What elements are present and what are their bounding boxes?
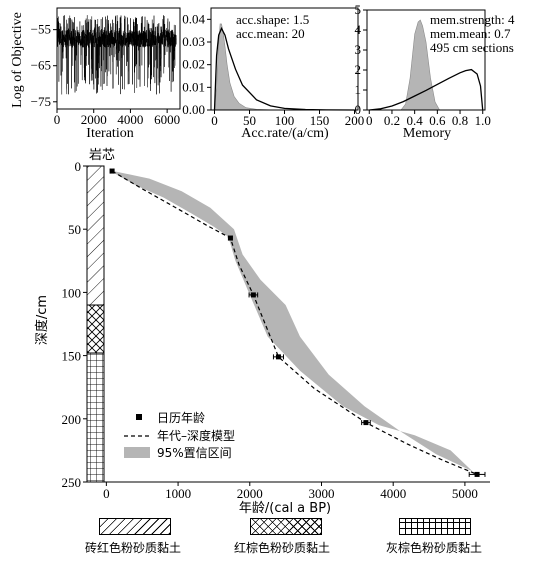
age-xtick-label: 0 [103, 486, 110, 501]
mem-xlabel: Memory [403, 126, 451, 141]
legend-label-brick-red: 砖红色粉砂质黏土 [85, 541, 182, 555]
acc-xtick-label: 150 [310, 113, 330, 128]
stratum-hatch [86, 165, 105, 306]
age-xtick-label: 2000 [237, 486, 263, 501]
trace-xlabel: Iteration [86, 126, 133, 141]
date-point [250, 292, 256, 298]
mem-annotation-mean: mem.mean: 0.7 [430, 26, 511, 41]
panel-trace: 0 2000 4000 6000−55−65−75 Log of Objective … [10, 7, 181, 141]
acc-xtick-label: 100 [275, 113, 295, 128]
legend-marker-dates [136, 414, 142, 420]
acc-annotation-shape: acc.shape: 1.5 [236, 12, 309, 27]
mem-annotation-sections: 495 cm sections [430, 40, 514, 55]
mem-frame [366, 9, 486, 111]
age-xtick-label: 3000 [308, 486, 334, 501]
calendar-dates [109, 168, 486, 477]
age-xtick-label: 1000 [165, 486, 191, 501]
trace-xtick-label: 2000 [81, 112, 107, 127]
core-column [86, 165, 105, 483]
acc-ytick-label: 0.01 [182, 79, 205, 94]
mem-ytick-label: 1 [355, 82, 362, 97]
trace-xtick-label: 0 [54, 112, 61, 127]
acc-xlabel: Acc.rate/(a/cm) [241, 126, 329, 141]
mem-series [369, 19, 484, 111]
mem-xtick-label: 0 [366, 113, 373, 128]
mem-ytick-label: 3 [355, 42, 362, 57]
mem-prior-line [369, 68, 484, 111]
mem-ytick-label: 0 [355, 102, 362, 117]
trace-frame [56, 7, 181, 110]
depth-ytick-label: 100 [62, 285, 82, 300]
depth-ytick-label: 250 [62, 475, 82, 490]
trace-xtick-label: 6000 [154, 112, 180, 127]
legend-label-red-brown: 红棕色粉砂质黏土 [234, 541, 331, 555]
acc-xtick-label: 50 [243, 113, 256, 128]
mem-xtick-label: 0.8 [452, 113, 468, 128]
core-label: 岩芯 [89, 148, 115, 163]
legend-label-grey-brown: 灰棕色粉砂质黏土 [386, 541, 483, 555]
stratum-cross [86, 304, 105, 354]
age-xtick-label: 4000 [380, 486, 406, 501]
depth-ytick-label: 150 [62, 349, 82, 364]
acc-axes: 0 50 100 150 200 0.00 0.01 0.02 0.03 0.04 [182, 11, 364, 128]
mem-xtick-label: 0.6 [429, 113, 446, 128]
legend-label-ci: 95%置信区间 [157, 446, 232, 460]
age-depth-ylabel: 深度/cm [34, 295, 50, 345]
mem-axes: 0 0.2 0.4 0.6 0.8 1.0 0 1 2 3 4 5 [355, 2, 491, 128]
date-point [474, 471, 480, 477]
mem-ytick-label: 5 [355, 2, 362, 17]
legend-marker-ci [124, 447, 150, 458]
date-point [227, 235, 233, 241]
depth-ytick-label: 0 [75, 159, 82, 174]
date-point [109, 168, 115, 174]
mem-ytick-label: 2 [355, 62, 362, 77]
age-depth-xlabel: 年龄/(cal a BP) [239, 501, 331, 516]
mem-annotation-strength: mem.strength: 4 [430, 12, 515, 27]
stratum-grid [86, 352, 105, 483]
legend-label-dates: 日历年龄 [157, 411, 205, 425]
acc-ytick-label: 0.00 [182, 102, 205, 117]
age-depth-axes: 0 1000 2000 3000 4000 5000 0 50 100 150 200 250 [62, 159, 478, 501]
panel-acc-rate: 0 50 100 150 200 0.00 0.01 0.02 0.03 0.04 acc.sha… [182, 7, 364, 141]
legend-key-hatch [99, 518, 171, 535]
legend-key-grid [399, 518, 471, 535]
trace-ytick-label: −75 [31, 94, 51, 109]
acc-ytick-label: 0.02 [182, 57, 205, 72]
trace-xtick-label: 4000 [117, 112, 143, 127]
depth-ytick-label: 200 [62, 412, 82, 427]
acc-prior-line [213, 26, 355, 111]
acc-xtick-label: 200 [345, 113, 365, 128]
acc-ytick-label: 0.03 [182, 34, 205, 49]
date-point [363, 420, 369, 426]
trace-ytick-label: −55 [31, 22, 51, 37]
trace-axes: 0 2000 4000 6000 −55 −65 −75 [31, 22, 180, 127]
panel-memory: 0 0.2 0.4 0.6 0.8 1.0 0 1 2 3 4 5 mem.strength: 4 m… [355, 2, 515, 141]
trace-ylabel: Log of Objective [10, 12, 25, 108]
mem-ytick-label: 4 [355, 22, 362, 37]
acc-ytick-label: 0.04 [182, 11, 205, 26]
trace-line [56, 15, 177, 95]
mem-xtick-label: 0.2 [384, 113, 400, 128]
legend-label-model: 年代–深度模型 [157, 428, 235, 443]
inset-legend: 日历年龄 年代–深度模型 95%置信区间 [124, 411, 235, 460]
legend-key-cross [250, 518, 322, 535]
mem-xtick-label: 1.0 [475, 113, 491, 128]
trace-series [56, 15, 177, 95]
trace-ytick-label: −65 [31, 58, 51, 73]
age-xtick-label: 5000 [452, 486, 478, 501]
depth-ytick-label: 50 [68, 222, 81, 237]
acc-annotation-mean: acc.mean: 20 [236, 26, 305, 41]
acc-xtick-label: 0 [211, 113, 218, 128]
mem-xtick-label: 0.4 [407, 113, 424, 128]
date-point [275, 354, 281, 360]
